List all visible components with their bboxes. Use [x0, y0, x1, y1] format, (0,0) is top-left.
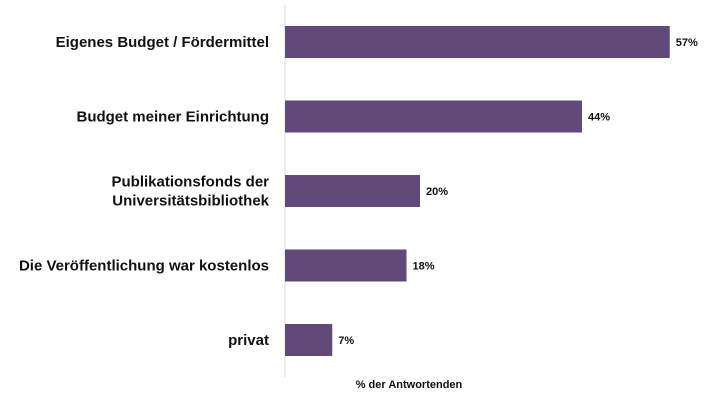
- value-label-0: 57%: [676, 37, 698, 49]
- category-label-0: Eigenes Budget / Fördermittel: [56, 34, 269, 51]
- bar-0: [285, 26, 670, 58]
- category-label-line: Universitätsbibliothek: [112, 193, 269, 210]
- x-axis-label: % der Antwortenden: [356, 379, 463, 391]
- bar-3: [285, 249, 407, 282]
- bar-2: [285, 175, 420, 207]
- category-label-2: Publikationsfonds der Universitätsbibliot…: [111, 174, 269, 210]
- bar-4: [285, 324, 333, 356]
- value-label-4: 7%: [338, 335, 354, 347]
- bar-1: [285, 100, 582, 133]
- category-label-line: Die Veröffentlichung war kostenlos: [19, 258, 269, 275]
- category-label-line: Budget meiner Einrichtung: [76, 109, 269, 126]
- value-label-2: 20%: [426, 186, 448, 198]
- category-label-line: Publikationsfonds der: [111, 174, 269, 191]
- category-label-3: Die Veröffentlichung war kostenlos: [19, 258, 269, 275]
- value-label-1: 44%: [588, 112, 610, 124]
- category-label-line: Eigenes Budget / Fördermittel: [56, 34, 269, 51]
- value-labels-group: 57% 44% 20% 18% 7%: [338, 37, 698, 347]
- value-label-3: 18%: [413, 261, 435, 273]
- category-label-1: Budget meiner Einrichtung: [76, 109, 269, 126]
- category-label-line: privat: [228, 332, 269, 349]
- category-labels-group: Eigenes Budget / Fördermittel Budget mein…: [19, 34, 270, 349]
- category-label-4: privat: [228, 332, 269, 349]
- bars-group: [285, 26, 670, 356]
